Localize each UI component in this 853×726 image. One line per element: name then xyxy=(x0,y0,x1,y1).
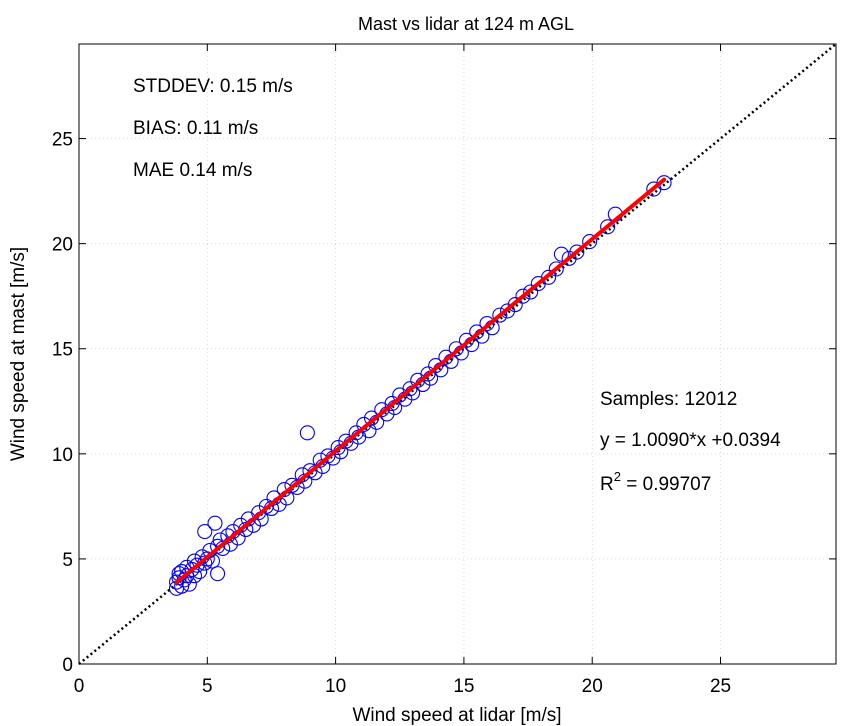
reference-line xyxy=(78,43,837,665)
y-tick-label: 0 xyxy=(62,655,73,676)
r2-value: = 0.99707 xyxy=(621,474,711,495)
data-point xyxy=(561,250,577,266)
data-point xyxy=(181,576,197,592)
y-tick-label: 20 xyxy=(52,235,73,256)
y-tick-label: 15 xyxy=(52,340,73,361)
data-point xyxy=(507,297,523,313)
data-point xyxy=(499,303,516,319)
annotation-bias: BIAS: 0.11 m/s xyxy=(133,118,258,139)
r2-superscript: 2 xyxy=(614,469,621,484)
annotation-mae: MAE 0.14 m/s xyxy=(133,160,252,181)
axis-ticks: 0 5 10 15 20 25 0 5 10 15 20 25 xyxy=(52,44,836,697)
data-point xyxy=(600,219,616,235)
data-point xyxy=(541,269,557,285)
data-point xyxy=(479,315,495,332)
y-tick-label: 25 xyxy=(52,130,73,151)
r2-label: R xyxy=(600,474,614,495)
data-point xyxy=(548,261,564,277)
data-point xyxy=(299,425,315,441)
data-point xyxy=(492,307,508,323)
chart-title: Mast vs lidar at 124 m AGL xyxy=(358,14,574,34)
annotation-equation: y = 1.0090*x +0.0394 xyxy=(600,430,781,451)
data-point xyxy=(569,244,585,260)
data-point xyxy=(515,288,531,304)
data-point xyxy=(458,332,475,348)
x-tick-label: 20 xyxy=(582,676,603,697)
x-tick-label: 5 xyxy=(202,676,213,697)
data-point xyxy=(553,246,569,262)
plot-frame xyxy=(78,43,837,665)
annotation-samples: Samples: 12012 xyxy=(600,389,737,410)
data-point xyxy=(469,324,485,340)
data-point xyxy=(438,349,454,365)
x-tick-label: 15 xyxy=(453,676,474,697)
x-tick-label: 0 xyxy=(74,676,85,697)
data-point xyxy=(348,425,364,441)
grid-layer xyxy=(79,44,836,664)
x-tick-label: 10 xyxy=(325,676,346,697)
data-point xyxy=(210,566,226,582)
data-point xyxy=(207,515,223,531)
data-point xyxy=(197,524,213,540)
y-axis-title: Wind speed at mast [m/s] xyxy=(8,247,29,461)
data-point xyxy=(184,561,200,577)
annotation-r2: R2 = 0.99707 xyxy=(600,469,711,495)
reference-line-layer xyxy=(78,43,837,665)
data-point xyxy=(582,234,598,250)
y-tick-label: 5 xyxy=(62,550,73,571)
annotation-stddev: STDDEV: 0.15 m/s xyxy=(133,76,293,97)
fit-line xyxy=(174,177,667,585)
data-point xyxy=(428,358,444,374)
x-axis-title: Wind speed at lidar [m/s] xyxy=(352,705,561,726)
data-point xyxy=(656,175,672,191)
x-tick-label: 25 xyxy=(710,676,731,697)
y-tick-label: 10 xyxy=(52,445,73,466)
data-point xyxy=(523,284,539,300)
fit-line-layer xyxy=(174,177,667,585)
data-point xyxy=(448,341,464,357)
